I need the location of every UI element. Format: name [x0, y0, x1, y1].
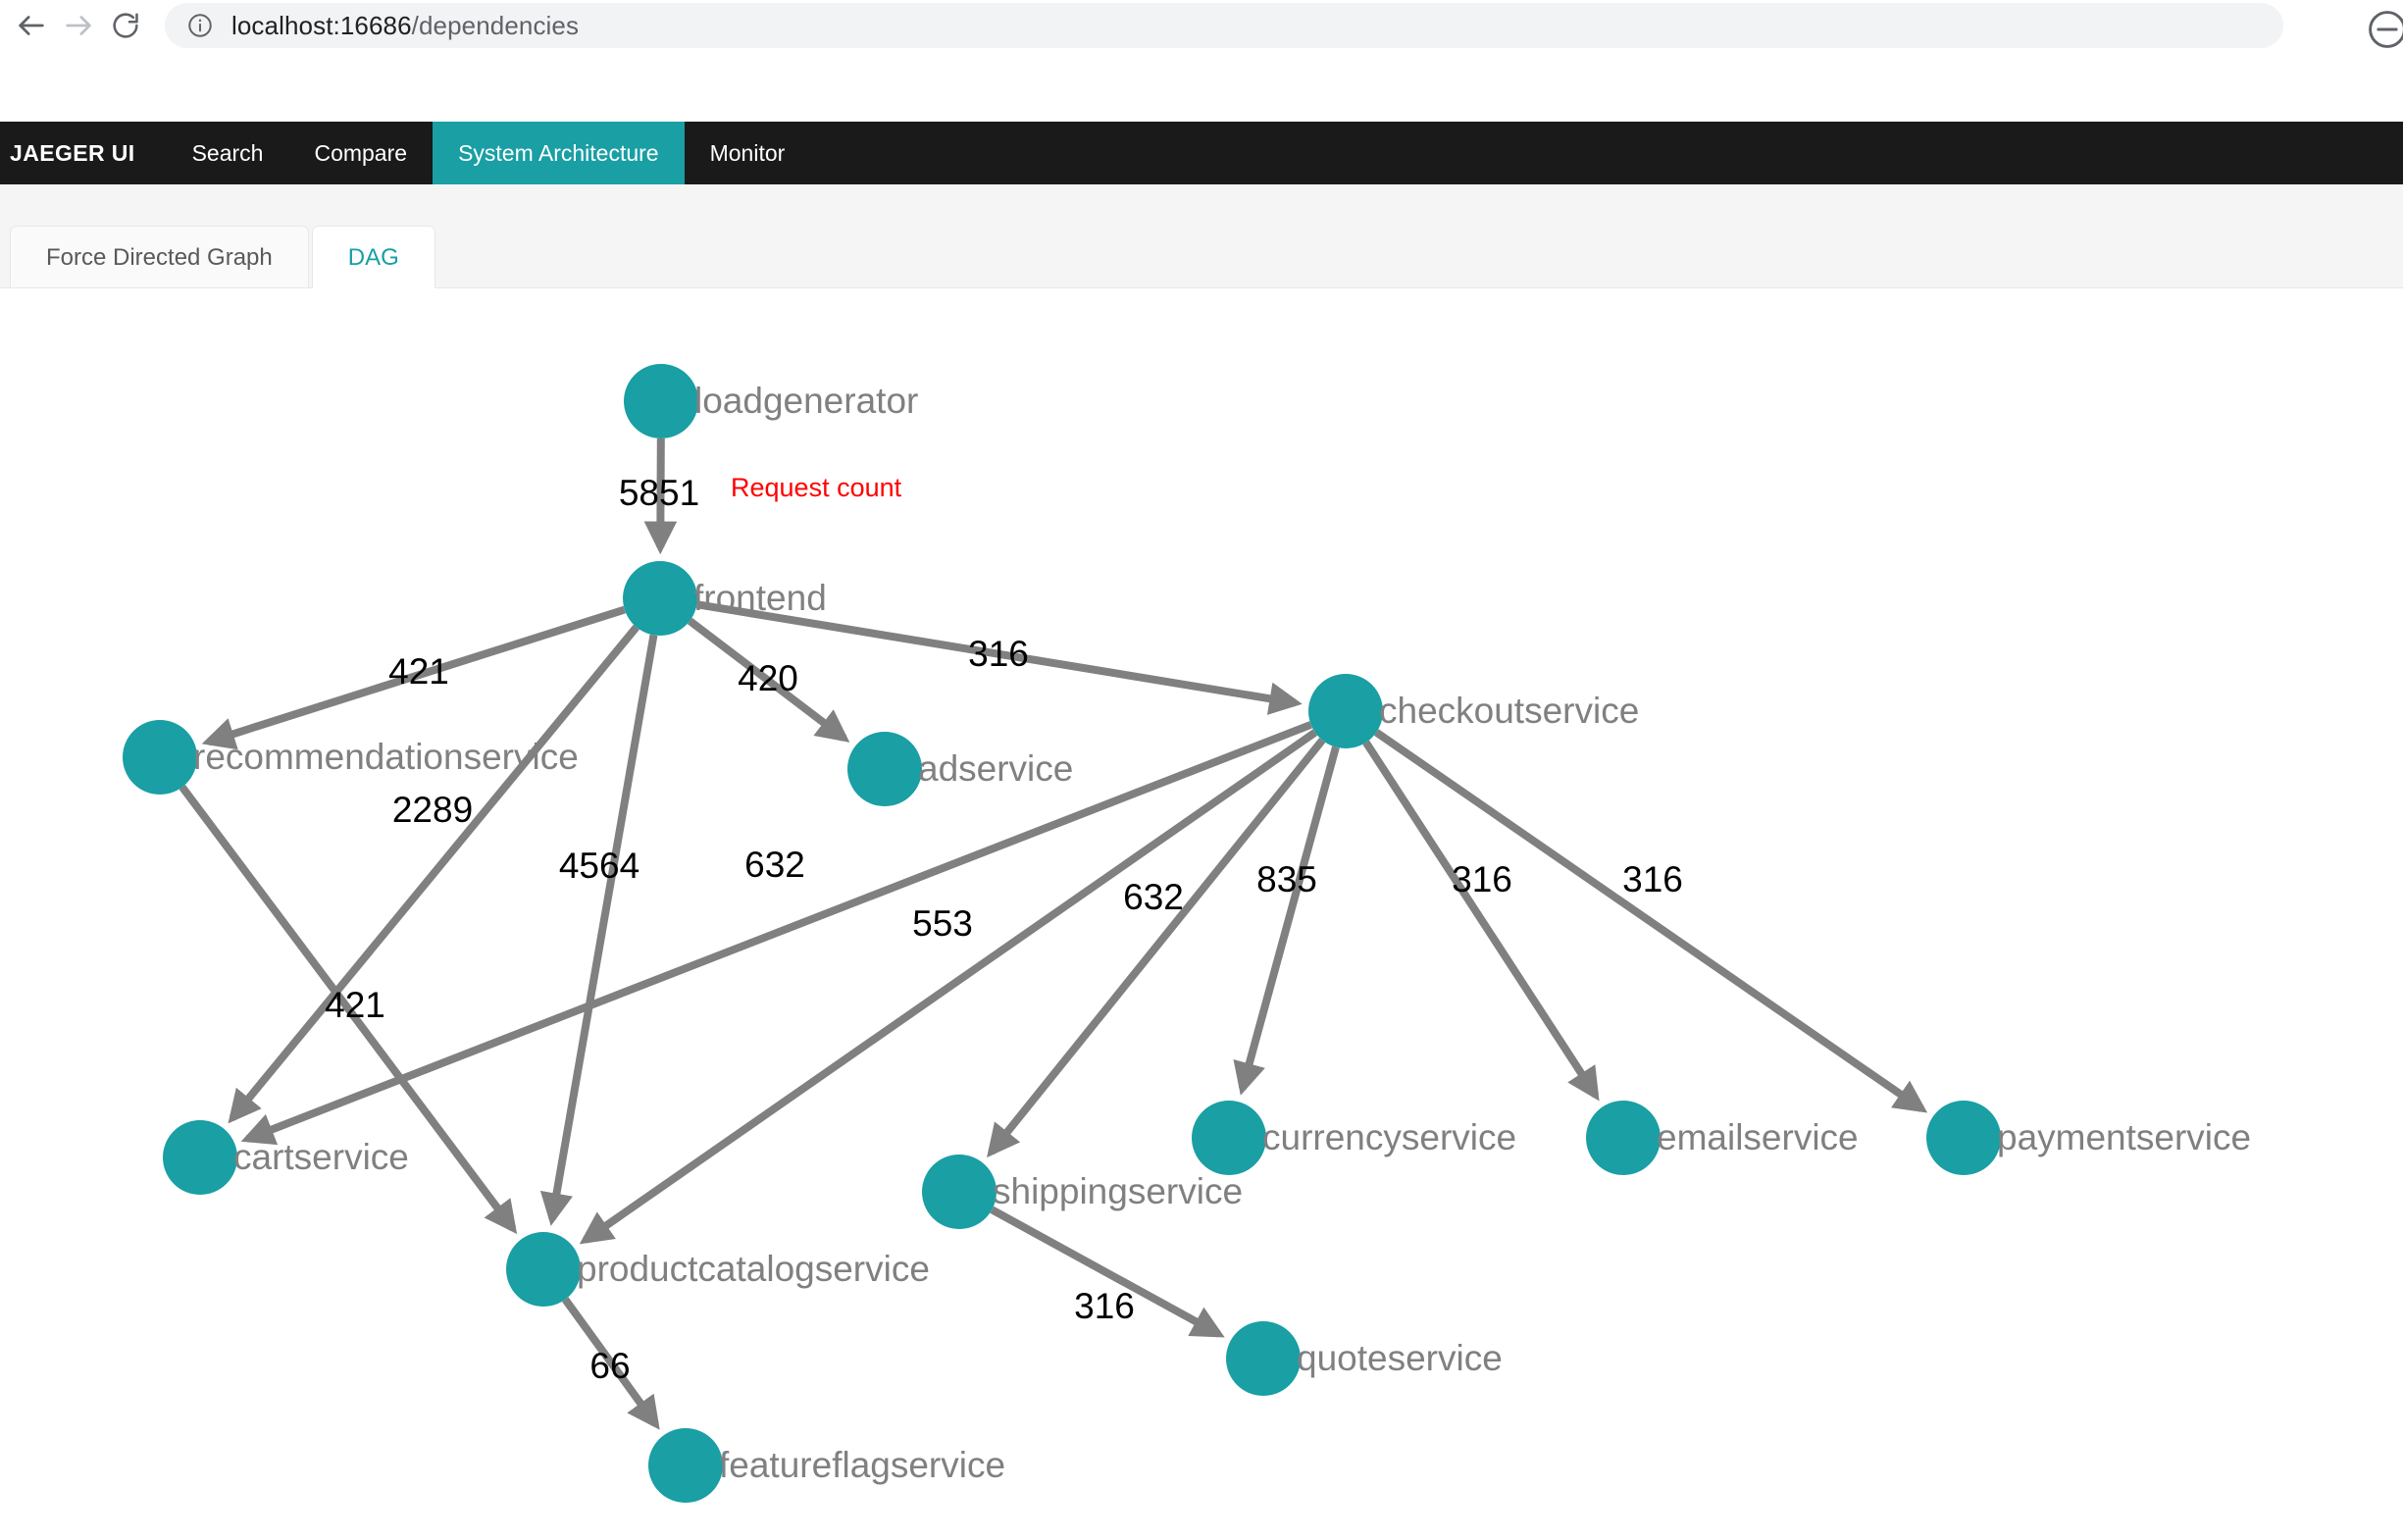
dag-edge-label: 316	[1452, 859, 1512, 899]
dag-node-circle[interactable]	[1192, 1101, 1266, 1175]
dag-edge[interactable]	[695, 600, 1303, 715]
dag-edge[interactable]	[539, 634, 658, 1226]
edge-labels-layer: 5851 421 420 316 2289 4564 421 632 553 632 835 316 3…	[325, 473, 1683, 1386]
dag-node-circle[interactable]	[163, 1120, 237, 1195]
url-host: localhost:16686	[231, 10, 412, 40]
dag-node-label: shippingservice	[993, 1171, 1243, 1211]
url-path: /dependencies	[411, 10, 580, 40]
dag-node-label: emailservice	[1657, 1117, 1859, 1157]
dag-edge-label: 421	[325, 985, 385, 1025]
dag-node-shippingservice[interactable]: shippingservice	[922, 1155, 1243, 1229]
dag-node-label: paymentservice	[1997, 1117, 2251, 1157]
chrome-whitespace	[0, 51, 2403, 122]
dag-node-label: adservice	[918, 748, 1073, 789]
jaeger-top-nav: JAEGER UI Search Compare System Architec…	[0, 122, 2403, 184]
nav-item-compare[interactable]: Compare	[314, 139, 408, 166]
dag-node-label: featureflagservice	[719, 1445, 1005, 1485]
dag-node-circle[interactable]	[624, 364, 698, 438]
dag-node-circle[interactable]	[1926, 1101, 2001, 1175]
dag-node-label: cartservice	[233, 1137, 409, 1177]
dag-edge-label: 632	[1123, 877, 1184, 917]
dag-edge[interactable]	[1373, 729, 1928, 1113]
dag-node-cartservice[interactable]: cartservice	[163, 1120, 409, 1195]
dag-edge-label: 2289	[392, 790, 473, 830]
dag-edge[interactable]	[562, 1297, 660, 1430]
dag-node-quoteservice[interactable]: quoteservice	[1226, 1321, 1503, 1396]
dag-edge-label: 420	[738, 658, 798, 698]
dag-node-checkoutservice[interactable]: checkoutservice	[1308, 674, 1639, 748]
dag-edge[interactable]	[1362, 740, 1600, 1102]
dag-node-loadgenerator[interactable]: loadgenerator	[624, 364, 918, 438]
info-circle-icon[interactable]	[186, 12, 214, 39]
dag-edge-label: 5851	[619, 473, 699, 513]
dag-node-featureflagservice[interactable]: featureflagservice	[648, 1428, 1005, 1503]
dag-edge-label: 316	[1622, 859, 1683, 899]
nodes-layer: loadgenerator frontend checkoutservice reco…	[123, 364, 2251, 1503]
dag-node-circle[interactable]	[123, 720, 197, 795]
graph-tabbar-region: Force Directed Graph DAG	[0, 184, 2403, 288]
dag-edge[interactable]	[643, 437, 678, 555]
dag-edge[interactable]	[240, 721, 1313, 1146]
dag-node-label: loadgenerator	[694, 381, 918, 421]
dag-edge-label: 316	[968, 634, 1029, 674]
dag-edge-label: 66	[589, 1346, 630, 1386]
dag-node-adservice[interactable]: adservice	[847, 732, 1073, 806]
dag-edge-label: 632	[744, 845, 805, 885]
nav-item-system-architecture[interactable]: System Architecture	[433, 122, 685, 184]
dag-edge-label: 4564	[559, 846, 639, 886]
dag-node-circle[interactable]	[1308, 674, 1383, 748]
dag-node-label: checkoutservice	[1379, 691, 1639, 731]
dag-node-frontend[interactable]: frontend	[623, 561, 827, 636]
tab-force-directed-graph[interactable]: Force Directed Graph	[10, 226, 309, 287]
dag-node-emailservice[interactable]: emailservice	[1586, 1101, 1859, 1175]
dag-node-circle[interactable]	[922, 1155, 997, 1229]
dag-node-circle[interactable]	[623, 561, 697, 636]
dag-edge[interactable]	[1233, 745, 1340, 1096]
dag-edge[interactable]	[987, 738, 1326, 1158]
dag-node-label: recommendationservice	[193, 737, 579, 777]
dag-node-circle[interactable]	[1586, 1101, 1661, 1175]
dag-node-label: quoteservice	[1297, 1338, 1503, 1378]
dag-node-label: frontend	[693, 578, 827, 618]
dag-edge-label: 835	[1256, 859, 1317, 899]
dag-edge[interactable]	[687, 617, 850, 743]
url-text: localhost:16686/dependencies	[231, 11, 579, 41]
dag-edge-label: 316	[1074, 1286, 1135, 1326]
dag-edge[interactable]	[990, 1206, 1225, 1338]
dag-node-productcatalogservice[interactable]: productcatalogservice	[506, 1232, 930, 1307]
nav-item-search[interactable]: Search	[191, 139, 264, 166]
dag-node-circle[interactable]	[506, 1232, 581, 1307]
dag-node-circle[interactable]	[1226, 1321, 1301, 1396]
profile-circle-icon[interactable]	[2366, 8, 2403, 51]
dag-edge-label: 421	[388, 651, 449, 692]
dag-node-label: currencyservice	[1262, 1117, 1516, 1157]
nav-item-monitor[interactable]: Monitor	[709, 139, 786, 166]
request-count-legend: Request count	[731, 473, 902, 502]
forward-arrow-icon[interactable]	[55, 2, 102, 49]
graph-tabbar: Force Directed Graph DAG	[0, 226, 438, 288]
dag-edge[interactable]	[228, 624, 639, 1124]
browser-chrome: localhost:16686/dependencies	[0, 0, 2403, 51]
url-bar[interactable]: localhost:16686/dependencies	[165, 3, 2283, 48]
dag-svg[interactable]: loadgenerator frontend checkoutservice reco…	[0, 288, 2403, 1540]
jaeger-brand[interactable]: JAEGER UI	[10, 139, 135, 166]
reload-icon[interactable]	[102, 2, 149, 49]
dag-node-circle[interactable]	[648, 1428, 723, 1503]
dag-edge[interactable]	[579, 729, 1318, 1245]
dag-node-recommendationservice[interactable]: recommendationservice	[123, 720, 579, 795]
dag-edge[interactable]	[201, 605, 626, 750]
tab-dag[interactable]: DAG	[311, 226, 435, 288]
dag-node-currencyservice[interactable]: currencyservice	[1192, 1101, 1516, 1175]
dag-node-label: productcatalogservice	[577, 1249, 930, 1289]
back-arrow-icon[interactable]	[8, 2, 55, 49]
edges-layer	[179, 437, 1928, 1430]
dependency-graph-canvas[interactable]: loadgenerator frontend checkoutservice reco…	[0, 288, 2403, 1540]
dag-node-circle[interactable]	[847, 732, 922, 806]
dag-node-paymentservice[interactable]: paymentservice	[1926, 1101, 2251, 1175]
dag-edge-label: 553	[912, 903, 973, 944]
dag-edge[interactable]	[179, 785, 518, 1235]
